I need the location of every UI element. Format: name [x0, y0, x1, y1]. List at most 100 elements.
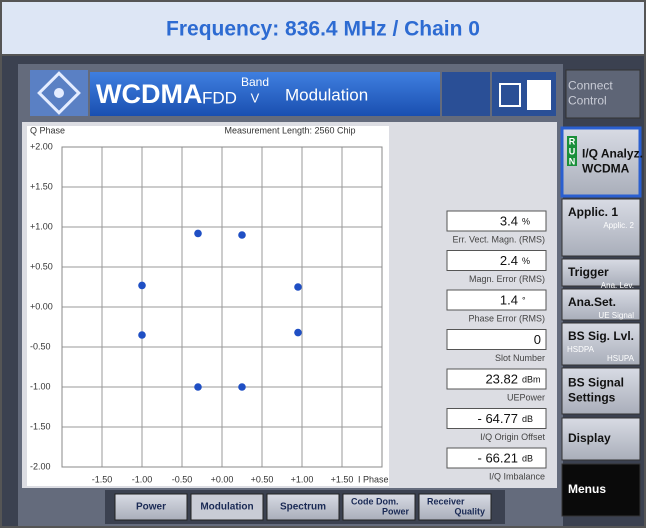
constellation-point: [294, 283, 302, 291]
constellation-point: [294, 329, 302, 337]
y-tick-label: -2.00: [30, 461, 51, 471]
y-tick-label: +0.50: [30, 261, 53, 271]
x-tick-label: +1.00: [291, 474, 314, 484]
x-tick-label: +0.50: [251, 474, 274, 484]
readout-value: 3.4: [500, 213, 518, 228]
run-letter: R: [569, 136, 576, 146]
tabs: PowerModulationSpectrumCode Dom.PowerRec…: [115, 494, 491, 520]
band: V: [251, 90, 260, 105]
y-tick-label: +0.00: [30, 301, 53, 311]
softkey-label[interactable]: I/Q Analyz.: [582, 147, 643, 161]
readout-label: UEPower: [507, 392, 545, 402]
readout-value: 23.82: [485, 371, 518, 386]
softkey-label[interactable]: Trigger: [568, 265, 609, 279]
readout-label: Slot Number: [495, 353, 545, 363]
softkey-label[interactable]: Settings: [568, 391, 616, 405]
softkey-label[interactable]: WCDMA: [582, 162, 630, 176]
tab-label[interactable]: Power: [136, 502, 166, 513]
softkey[interactable]: Applic. 1 Applic. 2: [562, 199, 640, 256]
tab-label[interactable]: Code Dom.: [351, 496, 399, 506]
softkey-label[interactable]: Control: [568, 94, 607, 108]
standard: WCDMA: [96, 79, 202, 109]
softkey-label[interactable]: BS Signal: [568, 376, 624, 390]
softkey[interactable]: Menus: [562, 464, 640, 516]
readout-label: I/Q Origin Offset: [480, 432, 545, 442]
tab[interactable]: Power: [115, 494, 187, 520]
x-tick-label: -0.50: [172, 474, 193, 484]
softkey-sub[interactable]: HSDPA: [567, 345, 595, 354]
plot-area: [27, 126, 389, 486]
x-tick-label: -1.50: [92, 474, 113, 484]
band-label: Band: [241, 75, 269, 89]
y-tick-label: +1.50: [30, 181, 53, 191]
x-axis-label: I Phase: [358, 474, 389, 484]
constellation-point: [238, 231, 246, 239]
readout-value: 2.4: [500, 253, 518, 268]
constellation-point: [138, 282, 146, 290]
readout-unit: °: [522, 295, 526, 305]
constellation-point: [194, 383, 202, 391]
readout-box: [447, 211, 546, 231]
readout-unit: %: [522, 256, 530, 266]
softkey[interactable]: BS Sig. Lvl. HSDPA HSUPA: [562, 323, 640, 365]
x-tick-label: -1.00: [132, 474, 153, 484]
softkey[interactable]: I/Q Analyz.WCDMA RUN: [562, 128, 643, 196]
softkey-sub[interactable]: UE Signal: [598, 311, 634, 320]
readout-label: Phase Error (RMS): [468, 313, 545, 323]
measurement: Modulation: [285, 85, 368, 104]
softkey-label[interactable]: BS Sig. Lvl.: [568, 329, 634, 343]
softkey-label[interactable]: Applic. 1: [568, 205, 618, 219]
mode: FDD: [202, 88, 237, 107]
constellation-point: [238, 383, 246, 391]
tab-label[interactable]: Spectrum: [280, 502, 326, 513]
tab-label[interactable]: Power: [382, 506, 410, 516]
softkey-label[interactable]: Ana.Set.: [568, 295, 616, 309]
readout-value: - 66.21: [478, 450, 518, 465]
softkey[interactable]: Ana.Set. UE Signal: [562, 289, 640, 320]
softkey-sub[interactable]: Applic. 2: [603, 221, 634, 230]
readout-label: Magn. Error (RMS): [469, 274, 545, 284]
y-tick-label: -1.00: [30, 381, 51, 391]
chart-title: Measurement Length: 2560 Chip: [224, 125, 355, 135]
readout-unit: %: [522, 216, 530, 226]
run-letter: U: [569, 146, 576, 156]
readout-value: - 64.77: [478, 411, 518, 426]
status-panel: [442, 72, 490, 116]
tab[interactable]: Modulation: [191, 494, 263, 520]
softkey-sub[interactable]: HSUPA: [607, 354, 635, 363]
run-letter: N: [569, 156, 576, 166]
y-tick-label: +1.00: [30, 221, 53, 231]
page: Frequency: 836.4 MHz / Chain 0 WCDMA FDD…: [0, 0, 646, 528]
readout-box: [447, 251, 546, 271]
readout-label: I/Q Imbalance: [489, 471, 545, 481]
readout-unit: dBm: [522, 374, 541, 384]
constellation-point: [194, 230, 202, 238]
readout-unit: dB: [522, 414, 533, 424]
tab[interactable]: Spectrum: [267, 494, 339, 520]
readout-value: 1.4: [500, 292, 518, 307]
softkey[interactable]: Display: [562, 418, 640, 460]
tab-label[interactable]: Receiver: [427, 496, 465, 506]
y-tick-label: -0.50: [30, 341, 51, 351]
x-tick-label: +1.50: [331, 474, 354, 484]
tab[interactable]: Code Dom.Power: [343, 494, 415, 520]
x-tick-label: +0.00: [211, 474, 234, 484]
tab-label[interactable]: Modulation: [200, 502, 253, 513]
readout-unit: dB: [522, 453, 533, 463]
readout-box: [447, 290, 546, 310]
icon: [527, 80, 551, 110]
y-tick-label: -1.50: [30, 421, 51, 431]
softkey-label[interactable]: Connect: [568, 79, 613, 93]
y-axis-label: Q Phase: [30, 125, 65, 135]
softkey-label[interactable]: Display: [568, 431, 611, 445]
tab-label[interactable]: Quality: [454, 506, 485, 516]
readout-box: [447, 330, 546, 350]
softkey-label[interactable]: Menus: [568, 482, 606, 496]
readout-label: Err. Vect. Magn. (RMS): [452, 234, 545, 244]
header-title: Frequency: 836.4 MHz / Chain 0: [166, 18, 480, 41]
